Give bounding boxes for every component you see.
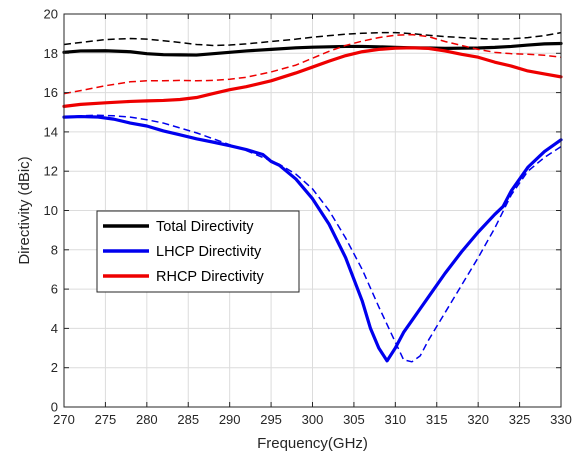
x-axis-label: Frequency(GHz) <box>257 435 368 452</box>
x-tick-label: 290 <box>219 412 241 427</box>
y-tick-label: 8 <box>51 242 58 257</box>
series-rhcp-solid <box>62 46 563 108</box>
y-axis-label: Directivity (dBic) <box>16 156 33 264</box>
y-tick-label: 12 <box>44 164 58 179</box>
y-tick-label: 10 <box>44 203 58 218</box>
x-tick-label: 295 <box>260 412 282 427</box>
grid-lines <box>64 14 561 407</box>
y-tick-label: 16 <box>44 85 58 100</box>
legend: Total Directivity LHCP Directivity RHCP … <box>96 210 300 293</box>
series-total-dashed <box>63 31 562 47</box>
y-tick-label: 20 <box>44 7 58 22</box>
legend-label-total: Total Directivity <box>156 219 254 235</box>
series-lhcp-dashed <box>63 114 562 363</box>
axis-ticks: 270 275 280 285 290 295 300 305 310 315 320 325 330 0… <box>44 7 572 428</box>
x-tick-label: 285 <box>177 412 199 427</box>
x-tick-label: 300 <box>302 412 324 427</box>
legend-label-rhcp: RHCP Directivity <box>156 269 264 285</box>
y-tick-label: 18 <box>44 46 58 61</box>
series-lines <box>62 31 563 363</box>
y-tick-label: 0 <box>51 400 58 415</box>
x-tick-label: 280 <box>136 412 158 427</box>
y-tick-label: 4 <box>51 321 58 336</box>
series-rhcp-dashed <box>63 33 562 95</box>
x-tick-label: 275 <box>95 412 117 427</box>
x-tick-label: 310 <box>384 412 406 427</box>
x-tick-label: 320 <box>467 412 489 427</box>
x-tick-label: 305 <box>343 412 365 427</box>
series-lhcp-solid <box>62 114 563 363</box>
x-tick-label: 325 <box>509 412 531 427</box>
x-tick-label: 315 <box>426 412 448 427</box>
x-tick-label: 330 <box>550 412 572 427</box>
series-total-solid <box>62 41 563 57</box>
y-tick-label: 14 <box>44 124 58 139</box>
y-tick-label: 6 <box>51 282 58 297</box>
x-tick-label: 270 <box>53 412 75 427</box>
legend-label-lhcp: LHCP Directivity <box>156 244 262 260</box>
y-tick-label: 2 <box>51 360 58 375</box>
